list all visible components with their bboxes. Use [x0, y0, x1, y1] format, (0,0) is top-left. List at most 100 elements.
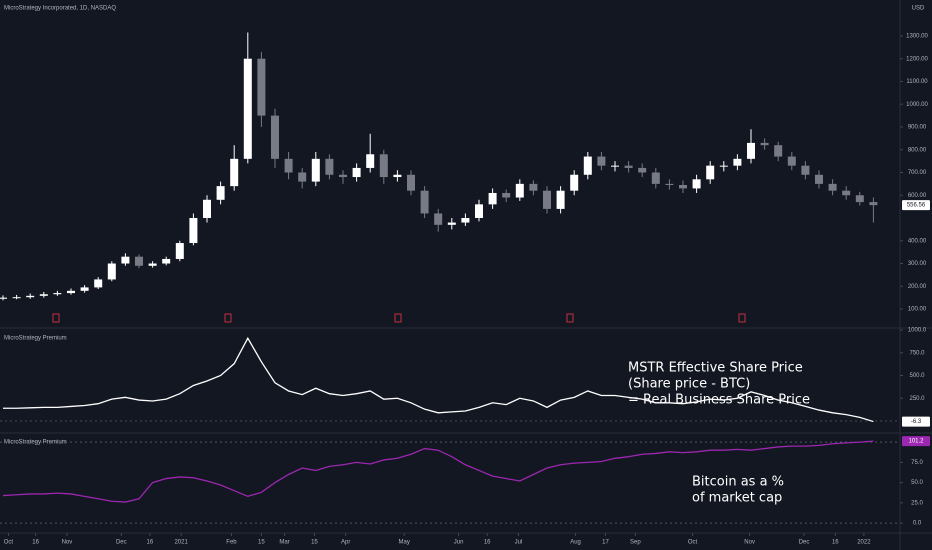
candle-body — [475, 204, 483, 218]
y-tick-label: 1200.00 — [906, 56, 928, 62]
pane-title: MicroStrategy Premium — [4, 336, 67, 342]
x-tick-label: 2021 — [174, 540, 188, 546]
candle-body — [271, 115, 279, 159]
candle-body — [447, 222, 456, 225]
x-tick-label: 17 — [602, 540, 609, 546]
candle-body — [203, 199, 211, 218]
candle-body — [855, 195, 864, 203]
candle-body — [570, 174, 579, 191]
candle-body — [515, 183, 524, 198]
annotation: of market cap — [692, 491, 782, 506]
candle-body — [352, 167, 361, 178]
y-tick-label: 1000.00 — [906, 102, 928, 108]
last-value-label: 556.56 — [907, 203, 926, 209]
y-tick-label: 800.00 — [908, 147, 927, 153]
candle-body — [107, 263, 116, 280]
y-tick-label: 900.00 — [908, 125, 927, 131]
y-tick-label: 0.0 — [913, 521, 922, 527]
y-tick-label: 250.0 — [909, 396, 925, 402]
x-tick-label: Oct — [4, 540, 14, 546]
x-tick-label: Aug — [570, 540, 581, 546]
candle-body — [488, 192, 497, 205]
y-tick-label: 100.00 — [908, 307, 927, 313]
candle-body — [624, 165, 633, 168]
y-tick-label: 700.00 — [908, 170, 927, 176]
x-tick-label: Dec — [116, 540, 127, 546]
candle-body — [80, 287, 89, 291]
annotation: Bitcoin as a % — [692, 475, 784, 490]
annotation: (Share price - BTC) — [628, 377, 750, 392]
y-tick-label: 1300.00 — [906, 34, 928, 40]
candle-body — [706, 165, 715, 180]
candle-body — [67, 290, 75, 294]
candle-body — [787, 156, 796, 166]
candle-body — [420, 190, 429, 214]
candle-body — [719, 165, 728, 167]
y-tick-label: 25.0 — [911, 500, 923, 506]
candle-body — [543, 190, 551, 209]
candle-body — [12, 297, 21, 299]
candle-body — [801, 165, 810, 175]
annotation: = Real Business Share Price — [628, 393, 810, 408]
candle-body — [339, 174, 347, 178]
y-tick-label: 1100.00 — [906, 79, 928, 85]
last-value-label: -6.3 — [911, 419, 922, 425]
x-tick-label: 2022 — [857, 540, 871, 546]
y-tick-label: 200.00 — [908, 284, 927, 290]
candle-body — [651, 172, 660, 184]
last-value-box — [902, 416, 930, 427]
candle-body — [774, 145, 783, 157]
x-tick-label: 16 — [832, 540, 839, 546]
x-tick-label: 16 — [484, 540, 491, 546]
x-tick-label: 16 — [147, 540, 154, 546]
candle-body — [121, 256, 130, 264]
candle-body — [257, 58, 266, 116]
candle-body — [393, 174, 402, 178]
x-tick-label: Nov — [744, 540, 755, 546]
candle-body — [311, 158, 320, 182]
candle-body — [502, 192, 511, 198]
candle-body — [842, 190, 851, 196]
earnings-markers — [52, 313, 746, 323]
candle-body — [747, 142, 755, 159]
series-line — [3, 336, 874, 423]
candle-body — [665, 183, 674, 186]
currency: USD — [912, 6, 925, 12]
candle-body — [230, 158, 239, 187]
candle-body — [243, 58, 252, 159]
y-tick-label: 50.0 — [911, 480, 923, 486]
earnings-icon — [224, 313, 232, 323]
last-value-label: 101.2 — [908, 439, 924, 445]
candle-body — [461, 218, 470, 223]
x-tick-label: 15 — [311, 540, 318, 546]
earnings-icon — [394, 313, 402, 323]
earnings-icon — [738, 313, 746, 323]
x-tick-label: Dec — [799, 540, 810, 546]
candle-body — [597, 156, 606, 166]
candle-body — [556, 190, 565, 209]
last-value-box — [902, 200, 930, 211]
x-tick-label: Mar — [279, 540, 289, 546]
candle-body — [828, 183, 837, 191]
x-tick-label: 15 — [258, 540, 265, 546]
candle-body — [869, 202, 878, 206]
candle-body — [298, 172, 307, 182]
x-tick-label: May — [399, 540, 410, 546]
y-tick-label: 750.0 — [909, 350, 925, 356]
x-tick-label: 16 — [32, 540, 39, 546]
y-tick-label: 600.00 — [908, 193, 927, 199]
candle-body — [26, 295, 35, 298]
chart-title: MicroStrategy Incorporated, 1D, NASDAQ — [4, 6, 116, 12]
candle-body — [638, 167, 647, 173]
candle-body — [284, 158, 293, 173]
candle-body — [0, 297, 7, 299]
x-tick-label: Feb — [226, 540, 237, 546]
y-tick-label: 75.0 — [911, 460, 923, 466]
y-tick-label: 1000.0 — [908, 328, 927, 334]
candle-body — [815, 174, 823, 184]
candle-body — [216, 186, 225, 200]
last-value-box — [902, 436, 930, 447]
candle-body — [733, 158, 742, 166]
